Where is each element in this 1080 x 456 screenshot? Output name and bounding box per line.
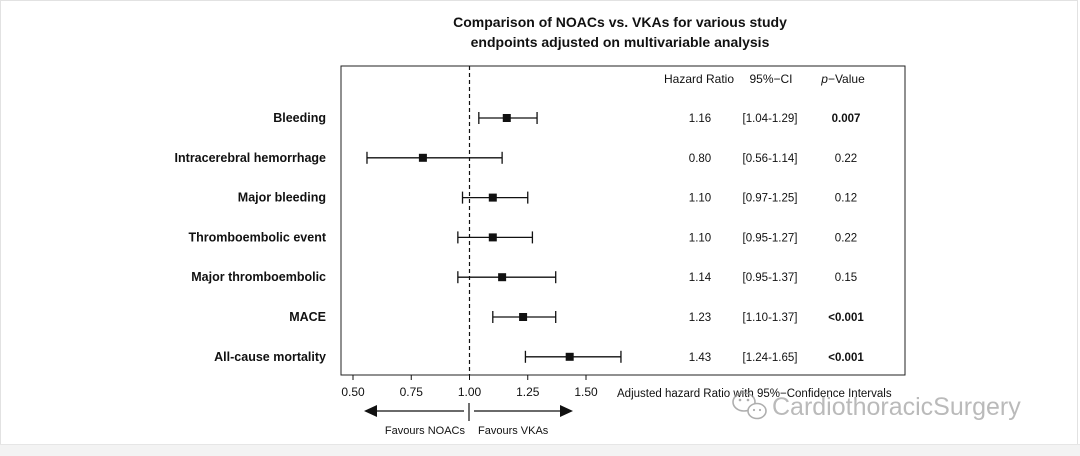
chart-title-line-1: Comparison of NOACs vs. VKAs for various… [453,14,787,30]
chart-title-line-2: endpoints adjusted on multivariable anal… [471,34,770,50]
point-estimate [498,273,507,282]
forest-rows: Bleeding 1.16 [1.04-1.29] 0.007 Intracerebra… [175,66,864,375]
forest-row: Intracerebral hemorrhage 0.80 [0.56-1.14] 0… [175,151,858,165]
p-suffix: −Value [828,72,865,86]
hr-value: 1.10 [689,232,711,244]
row-label: Major thromboembolic [191,270,326,284]
ci-value: [0.95-1.37] [743,272,798,284]
p-value: <0.001 [828,312,864,324]
p-value: 0.007 [832,113,861,125]
ci-value: [0.95-1.27] [743,232,798,244]
p-value: 0.12 [835,193,857,205]
ci-value: [1.04-1.29] [743,113,798,125]
x-axis-title: Adjusted hazard Ratio with 95%−Confidenc… [617,388,892,400]
row-label: Major bleeding [238,191,326,205]
col-header-p-value: p−Value [820,72,865,86]
forest-row: MACE 1.23 [1.10-1.37] <0.001 [289,310,864,324]
forest-row: All-cause mortality 1.43 [1.24-1.65] <0.001 [214,350,864,364]
hr-value: 1.23 [689,312,711,324]
point-estimate [488,233,497,242]
x-tick-label: 0.75 [400,385,424,399]
direction-arrows: Favours NOACs Favours VKAs [364,403,573,437]
point-estimate [418,153,427,162]
point-estimate [565,352,574,361]
ci-value: [1.24-1.65] [743,352,798,364]
forest-row: Major bleeding 1.10 [0.97-1.25] 0.12 [238,191,857,205]
ci-value: [1.10-1.37] [743,312,798,324]
p-value: 0.22 [835,232,857,244]
hr-value: 1.16 [689,113,711,125]
forest-row: Major thromboembolic 1.14 [0.95-1.37] 0.15 [191,270,857,284]
p-value: <0.001 [828,352,864,364]
left-arrow-head [364,405,377,417]
forest-row: Bleeding 1.16 [1.04-1.29] 0.007 [273,111,860,125]
ci-value: [0.97-1.25] [743,193,798,205]
x-tick-label: 1.25 [516,385,540,399]
col-header-ci: 95%−CI [749,72,792,86]
p-value: 0.15 [835,272,857,284]
favours-vkas-label: Favours VKAs [478,425,549,437]
watermark: CardiothoracicSurgery [732,392,1021,421]
wechat-icon [732,392,767,420]
point-estimate [488,193,497,202]
row-label: Intracerebral hemorrhage [175,151,326,165]
x-tick-label: 1.00 [458,385,482,399]
point-estimate [502,114,511,122]
x-axis: 0.50 0.75 1.00 1.25 1.50 [341,375,598,399]
hr-value: 1.10 [689,193,711,205]
right-arrow-head [560,405,573,417]
forest-row: Thromboembolic event 1.10 [0.95-1.27] 0.22 [188,230,857,244]
plot-area [340,65,906,376]
bottom-strip [0,444,1080,456]
point-estimate [519,313,528,321]
x-tick-label: 1.50 [574,385,598,399]
hr-value: 1.43 [689,352,711,364]
hr-value: 1.14 [689,272,712,284]
row-label: All-cause mortality [214,350,326,364]
ci-value: [0.56-1.14] [743,153,798,165]
favours-noacs-label: Favours NOACs [385,425,466,437]
hr-value: 0.80 [689,153,711,165]
row-label: Bleeding [273,111,326,125]
row-label: MACE [289,310,326,324]
col-header-hazard-ratio: Hazard Ratio [664,72,734,86]
p-italic: p [820,72,828,86]
p-value: 0.22 [835,153,857,165]
x-tick-label: 0.50 [341,385,365,399]
row-label: Thromboembolic event [188,230,326,244]
watermark-text: CardiothoracicSurgery [772,393,1021,421]
